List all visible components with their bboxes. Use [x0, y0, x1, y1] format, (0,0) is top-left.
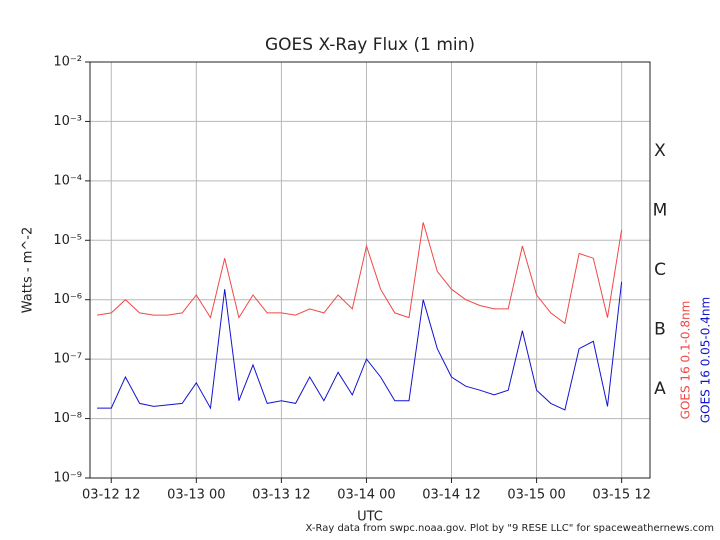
series-line [97, 222, 623, 325]
y-tick-label: 10⁻⁴ [53, 173, 82, 188]
legend-entry: GOES 16 0.1-0.8nm [679, 301, 693, 420]
x-tick-label: 03-15 00 [507, 488, 565, 503]
series-line [97, 281, 623, 411]
flare-class-label: X [654, 141, 666, 161]
y-tick-label: 10⁻⁹ [53, 471, 82, 486]
y-axis-label: Watts - m^-2 [21, 227, 36, 313]
x-tick-label: 03-13 12 [252, 488, 310, 503]
x-axis-label: UTC [357, 510, 383, 525]
chart-title: GOES X-Ray Flux (1 min) [265, 35, 475, 55]
x-tick-label: 03-14 00 [337, 488, 395, 503]
flare-class-label: B [654, 319, 666, 339]
flare-class-label: M [653, 201, 668, 221]
flare-class-label: A [654, 379, 666, 399]
y-tick-label: 10⁻³ [53, 114, 82, 129]
footer: X-Ray data from swpc.noaa.gov. Plot by "… [306, 523, 714, 534]
x-tick-label: 03-13 00 [167, 488, 225, 503]
flare-class-label: C [654, 260, 666, 280]
plot-frame [89, 61, 651, 479]
y-tick-label: 10⁻⁸ [53, 411, 82, 426]
y-tick-label: 10⁻⁵ [53, 233, 82, 248]
x-tick-label: 03-12 12 [82, 488, 140, 503]
x-tick-label: 03-15 12 [592, 488, 650, 503]
y-tick-label: 10⁻⁶ [53, 292, 82, 307]
y-tick-label: 10⁻² [53, 55, 82, 70]
legend-entry: GOES 16 0.05-0.4nm [699, 297, 713, 423]
x-tick-label: 03-14 12 [422, 488, 480, 503]
y-tick-label: 10⁻⁷ [53, 352, 82, 367]
